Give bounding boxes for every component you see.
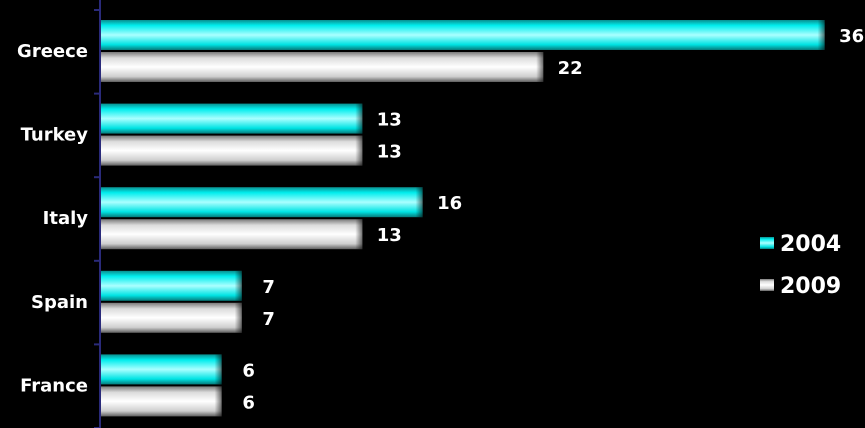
- value-label-greece-2009: 22: [558, 58, 583, 79]
- category-label-italy: Italy: [43, 208, 89, 229]
- legend-swatch-2004: [760, 237, 774, 249]
- bar-shade-greece-2004: [817, 20, 825, 50]
- bar-france-2009: [101, 386, 222, 417]
- bar-spain-2009: [101, 302, 242, 333]
- legend: 2004 2009: [760, 232, 841, 299]
- bar-greece-2009: [101, 52, 544, 82]
- bar-greece-2004: [101, 20, 825, 50]
- value-label-spain-2004: 7: [262, 277, 275, 298]
- bar-shade-spain-2004: [234, 270, 242, 301]
- value-label-turkey-2009: 13: [377, 142, 402, 163]
- bar-shade-turkey-2004: [355, 103, 363, 134]
- bar-shade-greece-2009: [536, 52, 544, 82]
- bar-france-2004: [101, 354, 222, 385]
- category-label-spain: Spain: [31, 292, 88, 313]
- bar-shade-italy-2009: [355, 219, 363, 250]
- bar-shade-france-2004: [214, 354, 222, 385]
- value-label-italy-2004: 16: [437, 193, 462, 214]
- y-axis: [94, 0, 101, 428]
- value-label-italy-2009: 13: [377, 225, 402, 246]
- bar-shade-italy-2004: [415, 187, 423, 218]
- category-label-greece: Greece: [17, 41, 88, 62]
- labels: Greece 36 22 Turkey 13 13 Italy 16 13 Spain 7 7 Fran…: [17, 26, 864, 413]
- bar-turkey-2004: [101, 103, 363, 134]
- legend-swatch-2009: [760, 279, 774, 291]
- value-label-spain-2009: 7: [262, 309, 275, 330]
- bar-turkey-2009: [101, 135, 363, 166]
- category-label-france: France: [20, 375, 88, 396]
- value-label-france-2004: 6: [242, 360, 255, 381]
- value-label-france-2009: 6: [242, 392, 255, 413]
- bar-italy-2004: [101, 187, 423, 218]
- bar-spain-2004: [101, 270, 242, 301]
- bar-shade-france-2009: [214, 386, 222, 417]
- legend-label-2004: 2004: [780, 232, 841, 257]
- legend-label-2009: 2009: [780, 274, 841, 299]
- bar-shade-turkey-2009: [355, 135, 363, 166]
- bar-italy-2009: [101, 219, 363, 250]
- bars: [101, 20, 825, 417]
- value-label-greece-2004: 36: [839, 26, 864, 47]
- value-label-turkey-2004: 13: [377, 110, 402, 131]
- bar-shade-spain-2009: [234, 302, 242, 333]
- category-label-turkey: Turkey: [21, 125, 89, 146]
